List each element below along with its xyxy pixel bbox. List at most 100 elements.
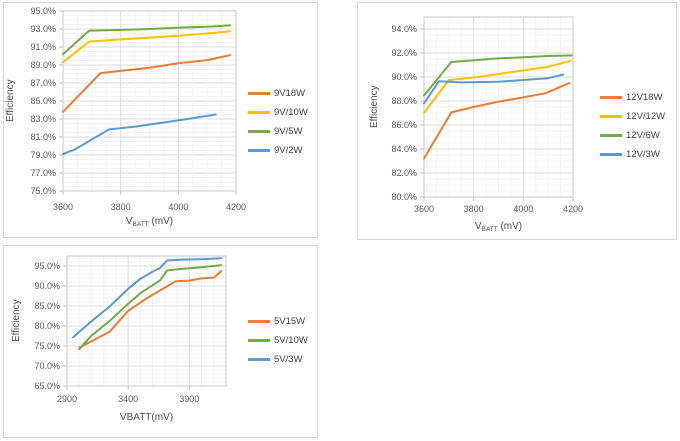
y-tick-label: 93.0% (30, 23, 56, 34)
legend-line-swatch (600, 96, 622, 99)
y-axis-title: Efficiency (11, 299, 22, 343)
x-axis-title: VBATT (mV) (439, 221, 559, 233)
y-tick-label: 91.0% (30, 41, 56, 52)
series-line-9V/2W (62, 113, 217, 156)
y-tick-label: 77.0% (30, 167, 56, 178)
series-line-12V18W (423, 82, 571, 160)
legend: 9V18W 9V/10W 9V/5W 9V/2W (248, 84, 308, 160)
legend-line-swatch (248, 130, 270, 133)
chart-5v: 95.0% 90.0% 85.0% 80.0% 75.0% 70.0% 65.0% 2900 3… (3, 245, 318, 438)
chart-9v: 95.0% 93.0% 91.0% 89.0% 87.0% 85.0% 83.0% 81.0%… (3, 2, 318, 238)
y-tick-label: 65.0% (34, 380, 60, 391)
x-tick-label: 4000 (168, 202, 189, 212)
y-tick-label: 75.0% (30, 185, 56, 196)
legend-label: 12V/6W (626, 130, 660, 141)
series-line-12V/3W (423, 73, 565, 105)
x-axis-title-main: V (474, 221, 482, 232)
legend-line-swatch (248, 320, 270, 323)
x-tick-label: 4000 (513, 204, 534, 214)
legend-label: 9V/10W (274, 107, 308, 118)
plot-border (62, 10, 237, 192)
legend-label: 9V/5W (274, 126, 303, 137)
y-tick-label: 84.0% (391, 143, 417, 154)
y-tick-label: 90.0% (34, 280, 60, 291)
legend-label: 9V18W (274, 88, 306, 99)
series-line-5V/10W (78, 264, 223, 351)
legend: 12V18W 12V/12W 12V/6W 12V/3W (600, 88, 665, 164)
y-axis-title: Efficiency (369, 85, 380, 129)
legend-label: 5V15W (274, 316, 306, 327)
y-tick-label: 80.0% (34, 320, 60, 331)
legend-line-swatch (248, 111, 270, 114)
x-axis-title-subscript: BATT (481, 226, 498, 233)
legend-label: 12V/12W (626, 111, 666, 122)
y-tick-label: 90.0% (391, 71, 417, 82)
y-tick-label: 83.0% (30, 113, 56, 124)
series-line-9V18W (62, 54, 232, 113)
y-tick-label: 80.0% (391, 191, 417, 202)
legend-item-5V/3W: 5V/3W (248, 350, 308, 369)
y-tick-label: 82.0% (391, 167, 417, 178)
y-tick-label: 88.0% (391, 95, 417, 106)
legend-line-swatch (248, 149, 270, 152)
series-line-5V/3W (72, 257, 223, 339)
legend-item-9V/2W: 9V/2W (248, 141, 308, 160)
legend-line-swatch (248, 92, 270, 95)
y-tick-label: 81.0% (30, 131, 56, 142)
legend-item-9V/10W: 9V/10W (248, 103, 308, 122)
x-axis-title: VBATT(mV) (87, 412, 207, 424)
legend: 5V15W 5V/10W 5V/3W (248, 312, 308, 369)
legend-item-12V/12W: 12V/12W (600, 107, 665, 126)
x-axis-title-subscript: BATT (132, 221, 149, 228)
x-tick-label: 4200 (562, 204, 584, 214)
y-tick-label: 85.0% (30, 95, 56, 106)
x-axis-title-main: VBATT(mV) (119, 412, 174, 423)
legend-item-12V/6W: 12V/6W (600, 126, 665, 145)
x-axis-title: VBATT (mV) (90, 216, 210, 228)
series-line-9V/10W (62, 30, 232, 64)
y-tick-label: 92.0% (391, 47, 417, 58)
chart-12v: 94.0% 92.0% 90.0% 88.0% 86.0% 84.0% 82.0% 80.0%… (357, 2, 677, 240)
x-tick-label: 3800 (110, 202, 131, 212)
y-tick-label: 87.0% (30, 77, 56, 88)
series-line-9V/5W (62, 24, 232, 56)
legend-item-12V18W: 12V18W (600, 88, 665, 107)
legend-item-9V/5W: 9V/5W (248, 122, 308, 141)
legend-line-swatch (600, 115, 622, 118)
x-axis-title-unit: (mV) (148, 216, 174, 227)
series-line-12V/12W (423, 59, 572, 114)
legend-line-swatch (600, 153, 622, 156)
x-tick-label: 2900 (56, 394, 78, 404)
chart-12v-plot-svg (420, 16, 574, 201)
x-axis-title-main: V (125, 216, 133, 227)
y-tick-label: 75.0% (34, 340, 60, 351)
x-tick-label: 3400 (118, 394, 139, 404)
y-axis-title: Efficiency (5, 79, 16, 123)
plot-border (423, 16, 574, 198)
legend-line-swatch (248, 358, 270, 361)
legend-item-12V/3W: 12V/3W (600, 145, 665, 164)
legend-label: 9V/2W (274, 145, 303, 156)
legend-item-9V18W: 9V18W (248, 84, 308, 103)
legend-label: 12V18W (626, 92, 663, 103)
chart-9v-plot-svg (59, 10, 237, 195)
x-tick-label: 3600 (52, 202, 74, 212)
y-tick-label: 89.0% (30, 59, 56, 70)
legend-label: 5V/3W (274, 354, 303, 365)
legend-label: 12V/3W (626, 149, 660, 160)
y-tick-label: 79.0% (30, 149, 56, 160)
legend-line-swatch (600, 134, 622, 137)
legend-item-5V15W: 5V15W (248, 312, 308, 331)
series-line-12V/6W (423, 54, 573, 97)
x-axis-title-unit: (mV) (497, 221, 523, 232)
y-tick-label: 95.0% (30, 5, 56, 16)
x-tick-label: 4200 (225, 202, 247, 212)
x-tick-label: 3900 (179, 394, 200, 404)
series-line-5V15W (78, 270, 223, 349)
y-tick-label: 94.0% (391, 23, 417, 34)
legend-label: 5V/10W (274, 335, 308, 346)
y-tick-label: 95.0% (34, 260, 60, 271)
x-tick-label: 3800 (463, 204, 484, 214)
x-tick-label: 3600 (413, 204, 435, 214)
